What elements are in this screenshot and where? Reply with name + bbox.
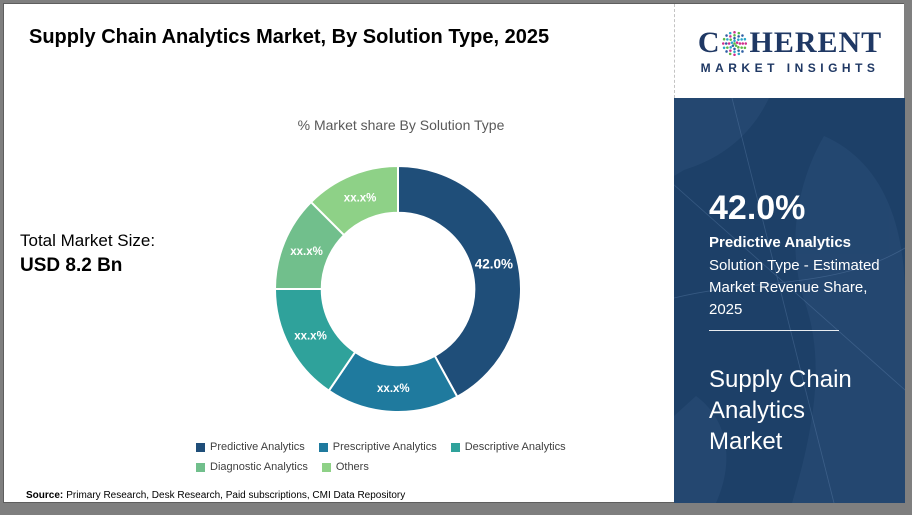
legend-swatch-icon [450,442,460,452]
slice-label-1: xx.x% [377,383,410,395]
legend-item-4: Others [321,461,369,473]
slice-label-3: xx.x% [290,246,323,258]
source-label: Source: [26,490,64,501]
slice-label-2: xx.x% [294,330,327,342]
highlight-description: Solution Type - Estimated Market Revenue… [709,257,880,318]
slice-label-0: 42.0% [475,256,513,271]
world-map-texture [674,98,905,503]
market-name: Supply Chain Analytics Market [709,366,852,455]
infographic-card: Supply Chain Analytics Market, By Soluti… [3,3,905,503]
brand-tagline: MARKET INSIGHTS [700,60,880,75]
sidebar-divider [709,330,839,331]
brand-wordmark: C HERENT [697,25,883,59]
legend-item-2: Descriptive Analytics [450,441,566,453]
brand-logo: C HERENT MARKET INSIGHTS [676,4,904,98]
legend-item-0: Predictive Analytics [196,441,305,453]
brand-letters-rest: HERENT [749,25,883,59]
donut-slice-0 [397,164,522,399]
legend-swatch-icon [318,442,328,452]
donut-chart: 42.0% xx.x% xx.x% xx.x% xx.x% [273,164,522,413]
legend-item-3: Diagnostic Analytics [196,461,308,473]
total-market-size: Total Market Size: USD 8.2 Bn [20,231,155,277]
highlight-value: 42.0% [709,189,806,227]
sidebar-content: 42.0% Predictive Analytics Solution Type… [674,98,905,457]
legend-label: Others [335,461,369,473]
legend-label: Predictive Analytics [210,441,305,453]
chart-title: % Market share By Solution Type [297,117,505,133]
total-market-size-label: Total Market Size: [20,231,156,250]
highlight-segment: Predictive Analytics [709,234,852,251]
legend-swatch-icon [196,442,205,452]
highlight-sidebar: 42.0% Predictive Analytics Solution Type… [674,98,905,503]
legend-item-1: Prescriptive Analytics [318,441,437,453]
page-title: Supply Chain Analytics Market, By Soluti… [29,26,550,48]
slice-label-4: xx.x% [344,193,377,205]
donut-slice-4 [309,164,399,237]
panel-divider-dashed [674,4,675,98]
source-text: Primary Research, Desk Research, Paid su… [66,490,406,501]
legend-label: Prescriptive Analytics [332,441,437,453]
legend-swatch-icon [196,462,205,472]
total-market-size-value: USD 8.2 Bn [20,255,123,276]
chart-legend: Predictive Analytics Prescriptive Analyti… [196,441,636,473]
source-note: Source: Primary Research, Desk Research, … [26,490,405,501]
globe-icon [722,30,748,57]
brand-letter-c: C [697,25,721,59]
legend-label: Diagnostic Analytics [210,461,308,473]
legend-label: Descriptive Analytics [464,441,566,453]
legend-swatch-icon [321,462,331,472]
